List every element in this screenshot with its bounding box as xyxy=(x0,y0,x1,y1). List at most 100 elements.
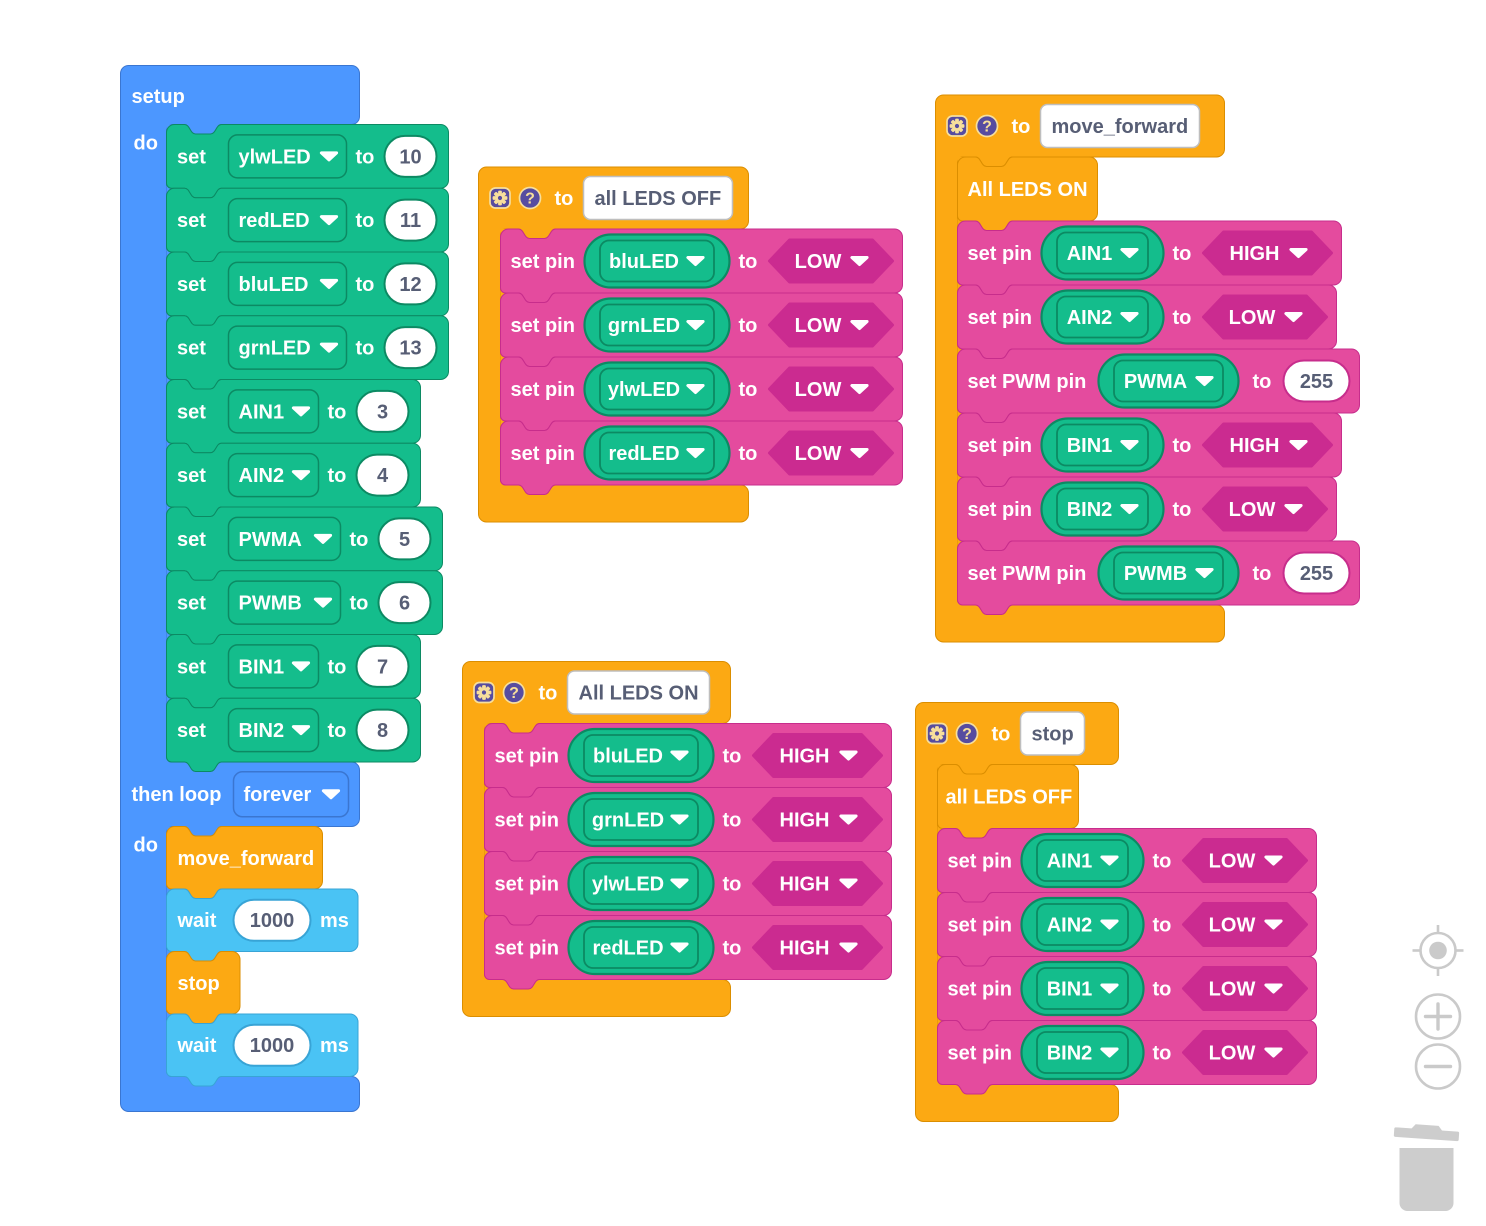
svg-text:to: to xyxy=(1153,915,1172,937)
svg-text:1000: 1000 xyxy=(250,1035,295,1057)
svg-text:to: to xyxy=(739,315,758,337)
svg-text:HIGH: HIGH xyxy=(780,810,830,832)
svg-text:set pin: set pin xyxy=(511,315,575,337)
svg-text:to: to xyxy=(739,443,758,465)
svg-text:to: to xyxy=(1173,243,1192,265)
svg-text:set pin: set pin xyxy=(948,851,1012,873)
svg-text:to: to xyxy=(1153,979,1172,1001)
svg-text:grnLED: grnLED xyxy=(592,810,664,832)
svg-text:4: 4 xyxy=(377,465,389,487)
svg-text:grnLED: grnLED xyxy=(608,315,680,337)
svg-text:HIGH: HIGH xyxy=(1230,243,1280,265)
svg-text:?: ? xyxy=(525,191,535,208)
svg-text:to: to xyxy=(1173,499,1192,521)
svg-text:set PWM pin: set PWM pin xyxy=(968,563,1087,585)
svg-text:LOW: LOW xyxy=(795,315,842,337)
svg-text:ylwLED: ylwLED xyxy=(592,874,664,896)
svg-text:set pin: set pin xyxy=(968,243,1032,265)
svg-text:ms: ms xyxy=(320,910,349,932)
svg-text:LOW: LOW xyxy=(1209,915,1256,937)
svg-text:set: set xyxy=(177,529,206,551)
svg-text:set: set xyxy=(177,210,206,232)
svg-text:to: to xyxy=(723,810,742,832)
svg-text:all LEDS OFF: all LEDS OFF xyxy=(595,188,722,210)
svg-text:3: 3 xyxy=(377,401,388,423)
svg-text:to: to xyxy=(555,188,574,210)
svg-text:set: set xyxy=(177,338,206,360)
svg-text:PWMA: PWMA xyxy=(1124,371,1187,393)
svg-text:LOW: LOW xyxy=(1209,851,1256,873)
svg-text:set: set xyxy=(177,401,206,423)
svg-text:to: to xyxy=(992,724,1011,746)
svg-text:to: to xyxy=(723,874,742,896)
svg-text:AIN2: AIN2 xyxy=(1047,915,1093,937)
svg-text:ms: ms xyxy=(320,1035,349,1057)
svg-text:wait: wait xyxy=(177,1035,217,1057)
svg-text:1000: 1000 xyxy=(250,910,295,932)
svg-text:set pin: set pin xyxy=(511,251,575,273)
svg-text:PWMB: PWMB xyxy=(239,593,302,615)
svg-text:255: 255 xyxy=(1300,371,1333,393)
svg-text:AIN1: AIN1 xyxy=(1067,243,1113,265)
svg-text:set pin: set pin xyxy=(495,746,559,768)
svg-text:HIGH: HIGH xyxy=(780,746,830,768)
svg-text:AIN1: AIN1 xyxy=(1047,851,1093,873)
svg-text:forever: forever xyxy=(244,784,312,806)
svg-text:HIGH: HIGH xyxy=(780,938,830,960)
svg-text:redLED: redLED xyxy=(592,938,663,960)
svg-text:PWMA: PWMA xyxy=(239,529,302,551)
svg-text:All LEDS ON: All LEDS ON xyxy=(579,683,699,705)
svg-text:LOW: LOW xyxy=(795,379,842,401)
svg-text:ylwLED: ylwLED xyxy=(239,146,311,168)
svg-text:to: to xyxy=(1253,563,1272,585)
svg-text:to: to xyxy=(328,465,347,487)
svg-text:to: to xyxy=(356,210,375,232)
svg-text:to: to xyxy=(723,746,742,768)
svg-text:set: set xyxy=(177,146,206,168)
svg-text:set pin: set pin xyxy=(948,1043,1012,1065)
svg-text:BIN1: BIN1 xyxy=(1047,979,1093,1001)
svg-text:set PWM pin: set PWM pin xyxy=(968,371,1087,393)
svg-text:HIGH: HIGH xyxy=(780,874,830,896)
svg-text:BIN2: BIN2 xyxy=(1047,1043,1093,1065)
svg-text:set pin: set pin xyxy=(495,810,559,832)
svg-text:All LEDS ON: All LEDS ON xyxy=(968,179,1088,201)
svg-text:AIN2: AIN2 xyxy=(239,465,285,487)
svg-text:grnLED: grnLED xyxy=(239,338,311,360)
svg-text:LOW: LOW xyxy=(1209,979,1256,1001)
svg-text:to: to xyxy=(1253,371,1272,393)
svg-text:LOW: LOW xyxy=(1229,307,1276,329)
svg-text:to: to xyxy=(328,656,347,678)
svg-text:5: 5 xyxy=(399,529,410,551)
svg-text:11: 11 xyxy=(400,210,421,232)
svg-text:set: set xyxy=(177,720,206,742)
svg-text:to: to xyxy=(350,593,369,615)
svg-text:set pin: set pin xyxy=(511,379,575,401)
svg-text:move_forward: move_forward xyxy=(1052,116,1189,138)
svg-text:7: 7 xyxy=(377,656,388,678)
svg-text:to: to xyxy=(739,379,758,401)
svg-text:to: to xyxy=(328,401,347,423)
svg-text:12: 12 xyxy=(399,274,421,296)
svg-text:redLED: redLED xyxy=(239,210,310,232)
svg-text:to: to xyxy=(1173,435,1192,457)
svg-text:HIGH: HIGH xyxy=(1230,435,1280,457)
svg-text:set pin: set pin xyxy=(968,307,1032,329)
svg-text:then loop: then loop xyxy=(132,784,222,806)
svg-text:bluLED: bluLED xyxy=(239,274,309,296)
svg-text:to: to xyxy=(1153,1043,1172,1065)
svg-text:set pin: set pin xyxy=(968,435,1032,457)
svg-text:13: 13 xyxy=(399,338,421,360)
svg-text:10: 10 xyxy=(399,146,421,168)
svg-text:LOW: LOW xyxy=(1229,499,1276,521)
svg-text:to: to xyxy=(328,720,347,742)
svg-text:to: to xyxy=(350,529,369,551)
svg-text:LOW: LOW xyxy=(795,443,842,465)
svg-text:to: to xyxy=(356,338,375,360)
svg-text:BIN2: BIN2 xyxy=(239,720,285,742)
svg-text:set: set xyxy=(177,465,206,487)
svg-text:LOW: LOW xyxy=(795,251,842,273)
svg-text:set pin: set pin xyxy=(968,499,1032,521)
svg-text:bluLED: bluLED xyxy=(609,251,679,273)
svg-text:to: to xyxy=(723,938,742,960)
